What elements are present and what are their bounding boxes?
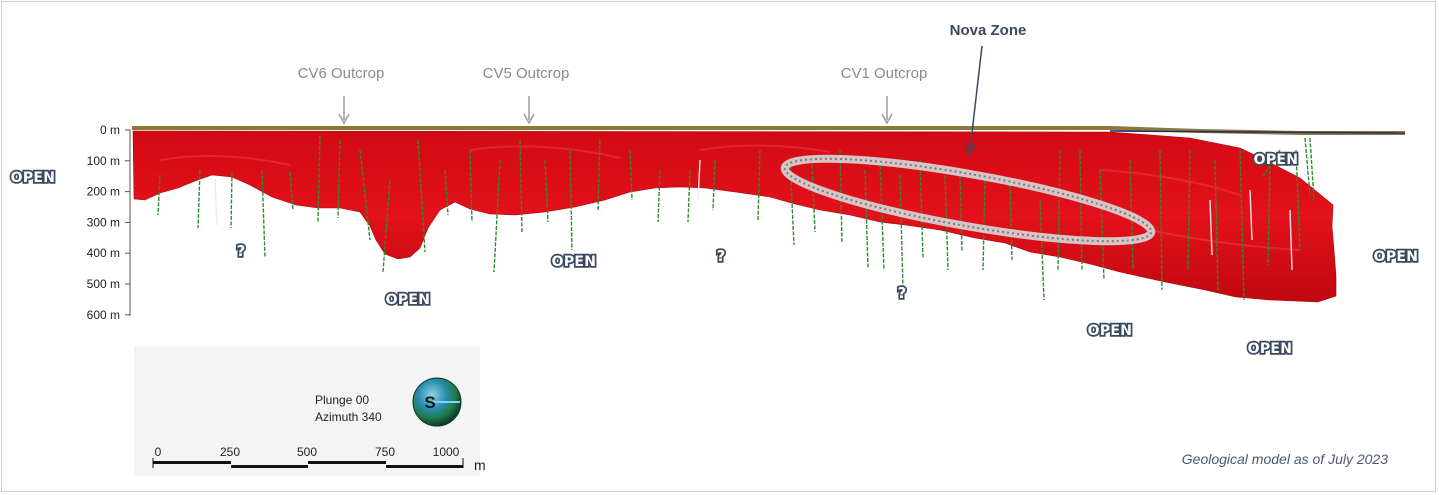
arrow-down-icon: [964, 142, 976, 157]
drillhole-trace: [1239, 149, 1245, 301]
depth-tick-label: 200 m: [87, 185, 120, 199]
drillhole-trace: [879, 159, 885, 271]
drillhole-trace: [959, 174, 963, 253]
depth-tick-label: 600 m: [87, 308, 120, 322]
scale-bar: 0 250 500 750 1000 m: [152, 445, 486, 473]
orebody-highlights: [159, 144, 1301, 251]
nova-zone-ring: [780, 154, 1156, 246]
azimuth-text: Azimuth 340: [315, 410, 382, 424]
drillhole-trace: [657, 169, 661, 223]
scale-tick-500: 500: [297, 445, 317, 459]
drillhole-trace: [337, 139, 341, 219]
drillhole-trace: [417, 139, 426, 253]
drillhole-trace: [1249, 189, 1253, 241]
drillhole-trace: [382, 179, 391, 273]
drillhole-trace: [569, 149, 573, 251]
drillhole-trace: [1295, 149, 1301, 251]
arrow-down-icon: [338, 113, 350, 125]
outcrop-annotations: CV6 Outcrop CV5 Outcrop CV1 Outcrop: [298, 65, 928, 125]
drillhole-trace: [982, 179, 986, 271]
drillhole-trace: [1209, 199, 1213, 256]
drillhole-trace: [1039, 199, 1045, 301]
open-label-east-depth: OPEN: [1248, 341, 1293, 357]
open-label-nova-depth: OPEN: [1088, 323, 1133, 339]
drillhole-trace: [1289, 209, 1293, 271]
drillhole-trace: [261, 169, 266, 259]
open-label-cv5-depth: OPEN: [552, 254, 597, 270]
arrow-down-icon: [523, 113, 535, 125]
compass-letter: S: [424, 393, 435, 412]
scale-unit: m: [474, 457, 486, 473]
drillhole-trace: [359, 149, 371, 241]
drillhole-trace: [757, 149, 761, 221]
scale-tick-750: 750: [375, 445, 395, 459]
surface-edge: [1109, 130, 1406, 134]
drillhole-trace: [1159, 149, 1163, 291]
drillhole-trace: [629, 149, 633, 201]
open-labels: OPEN OPEN OPEN OPEN OPEN OPEN OPEN: [9, 150, 1420, 359]
drillhole-trace: [444, 169, 449, 216]
drillhole-trace: [1267, 164, 1271, 266]
drillhole-trace: [811, 164, 816, 233]
scale-tick-250: 250: [220, 445, 240, 459]
drillhole-trace: [317, 134, 321, 223]
question-labels: ? ? ?: [235, 240, 908, 304]
figure-caption: Geological model as of July 2023: [1182, 451, 1388, 467]
drillhole-trace: [712, 159, 716, 211]
drillhole-trace: [289, 171, 294, 211]
drillhole-trace: [214, 179, 218, 226]
plunge-text: Plunge 00: [315, 393, 369, 407]
drillhole-trace: [899, 174, 904, 291]
drillhole-trace: [1009, 184, 1013, 261]
drillhole-trace: [1304, 137, 1311, 196]
depth-axis: 0 m 100 m 200 m 300 m 400 m 500 m 600 m: [87, 123, 131, 322]
drillhole-trace: [1057, 149, 1061, 271]
question-mark-west: ?: [237, 242, 246, 260]
drillhole-trace: [1079, 149, 1083, 271]
scale-tick-0: 0: [155, 445, 162, 459]
depth-tick-label: 100 m: [87, 154, 120, 168]
drillhole-trace: [544, 159, 549, 223]
drillhole-trace: [1099, 169, 1105, 281]
depth-tick-label: 0 m: [100, 123, 120, 137]
drillhole-trace: [469, 149, 473, 223]
open-label-east: OPEN: [1374, 249, 1419, 265]
question-mark-cv1: ?: [898, 284, 907, 302]
outcrop-label-cv5: CV5 Outcrop: [483, 65, 570, 82]
depth-tick-label: 400 m: [87, 246, 120, 260]
drillhole-trace: [1309, 137, 1315, 201]
compass-sphere-icon: S: [412, 377, 462, 427]
orientation-legend: Plunge 00 Azimuth 340 S 0 250 500 750 10…: [134, 346, 486, 476]
depth-tick-label: 300 m: [87, 215, 120, 229]
drillhole-trace: [687, 169, 691, 223]
drillhole-trace: [1261, 149, 1281, 179]
drillhole-trace: [597, 139, 601, 211]
nova-zone-annotation: Nova Zone: [950, 22, 1027, 157]
open-label-west: OPEN: [11, 170, 56, 186]
open-label-cv6-depth: OPEN: [386, 292, 431, 308]
drillhole-trace: [197, 169, 201, 229]
arrow-down-icon: [881, 113, 893, 125]
drillhole-trace: [1187, 149, 1191, 271]
open-label-east-upper: OPEN: [1254, 152, 1299, 168]
drillhole-trace: [697, 159, 701, 201]
nova-zone-label: Nova Zone: [950, 22, 1027, 39]
drillhole-trace: [230, 171, 233, 229]
outcrop-label-cv1: CV1 Outcrop: [841, 65, 928, 82]
orebody-model: [132, 130, 1337, 303]
drillhole-trace: [157, 174, 161, 216]
scale-tick-1000: 1000: [433, 445, 460, 459]
drillhole-trace: [493, 159, 501, 273]
question-mark-central: ?: [717, 247, 726, 265]
depth-tick-label: 500 m: [87, 277, 120, 291]
drillhole-trace: [519, 139, 523, 233]
drillhole-trace: [1214, 159, 1219, 291]
outcrop-label-cv6: CV6 Outcrop: [298, 65, 385, 82]
